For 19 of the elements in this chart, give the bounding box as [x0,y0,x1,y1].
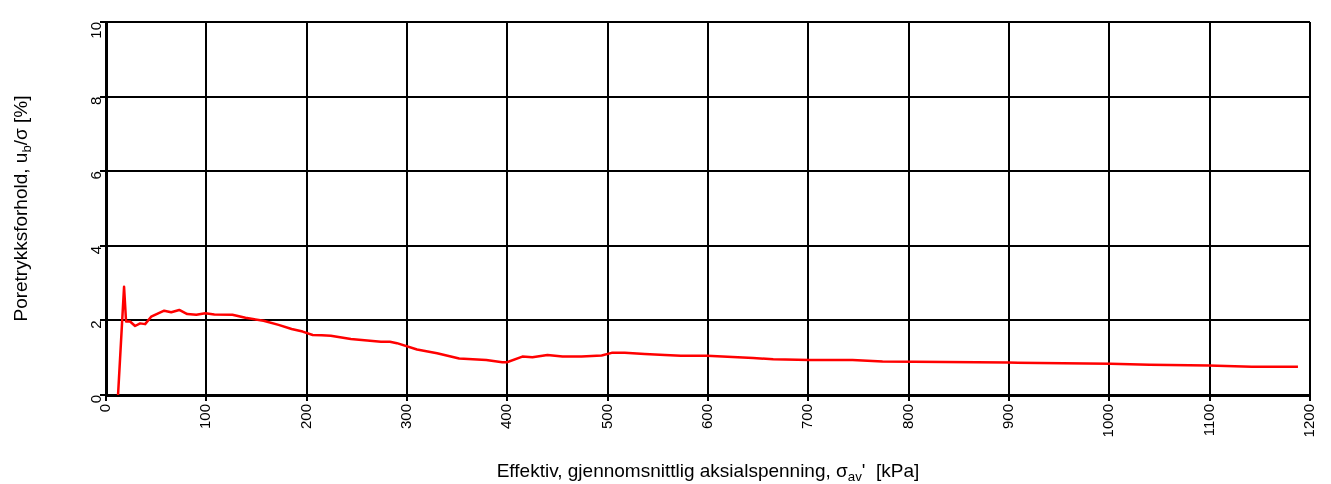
y-tick-label: 10 [87,22,105,39]
x-tick-label: 600 [698,404,716,430]
x-tick-label: 900 [999,404,1017,430]
x-tick-label: 1000 [1099,404,1117,438]
y-tick-label: 8 [87,96,105,105]
x-tick-label: 200 [296,404,314,430]
y-tick-label: 2 [87,320,105,329]
x-tick-label: 1100 [1199,404,1217,437]
x-tick-label: 300 [397,404,415,430]
y-tick-label: 0 [87,395,105,404]
y-tick-label: 4 [87,245,105,255]
x-tick-label: 1200 [1300,404,1318,438]
x-tick-label: 700 [798,404,816,430]
y-tick-label: 6 [87,171,105,180]
x-tick-label: 0 [96,404,114,413]
x-tick-label: 800 [898,404,916,430]
x-tick-label: 100 [196,404,214,430]
x-tick-label: 500 [597,404,615,430]
x-tick-label: 400 [497,404,515,430]
